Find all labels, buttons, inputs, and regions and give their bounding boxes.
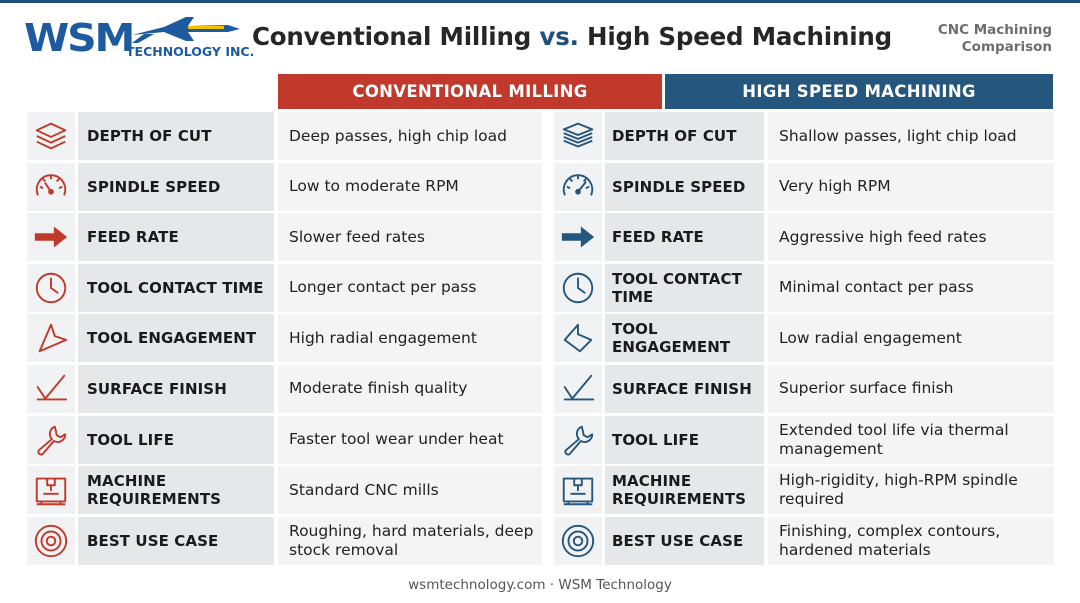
hsm-value: High-rigidity, high-RPM spindle required <box>768 466 1054 515</box>
conventional-value: Standard CNC mills <box>278 466 542 515</box>
arrow-right-icon <box>27 213 75 262</box>
row-label: TOOL CONTACT TIME <box>605 263 764 312</box>
row-label: TOOL LIFE <box>605 415 764 464</box>
table-row: FEED RATE Slower feed rates FEED RATE Ag… <box>27 213 1054 262</box>
speedometer-icon <box>554 162 602 211</box>
table-row: SPINDLE SPEED Low to moderate RPM SPINDL… <box>27 162 1054 211</box>
target-icon <box>554 516 602 565</box>
wrench-icon <box>554 415 602 464</box>
machine-icon <box>27 466 75 515</box>
hsm-value: Very high RPM <box>768 162 1054 211</box>
subtitle-line-1: CNC Machining <box>937 22 1052 38</box>
row-label: FEED RATE <box>78 213 274 262</box>
target-icon <box>27 516 75 565</box>
wrench-icon <box>27 415 75 464</box>
row-label: SURFACE FINISH <box>605 364 764 413</box>
row-label: FEED RATE <box>605 213 764 262</box>
layers-icon <box>27 112 75 160</box>
surface-finish-icon <box>554 364 602 413</box>
conventional-value: Longer contact per pass <box>278 263 542 312</box>
table-row: TOOL CONTACT TIME Longer contact per pas… <box>27 263 1054 312</box>
conventional-value: Moderate finish quality <box>278 364 542 413</box>
title-part-2: High Speed Machining <box>578 22 893 51</box>
footer-text[interactable]: wsmtechnology.com · WSM Technology <box>408 577 672 593</box>
row-label: BEST USE CASE <box>605 516 764 565</box>
table-row: DEPTH OF CUT Deep passes, high chip load… <box>27 112 1054 160</box>
row-label: BEST USE CASE <box>78 516 274 565</box>
conventional-value: Low to moderate RPM <box>278 162 542 211</box>
row-label: MACHINE REQUIREMENTS <box>605 466 764 515</box>
arrow-right-icon <box>554 213 602 262</box>
conventional-column-header: CONVENTIONAL MILLING <box>278 74 662 109</box>
row-label: TOOL CONTACT TIME <box>78 263 274 312</box>
row-label: DEPTH OF CUT <box>605 112 764 160</box>
clock-icon <box>554 263 602 312</box>
row-label: SPINDLE SPEED <box>78 162 274 211</box>
hsm-value: Minimal contact per pass <box>768 263 1054 312</box>
machine-icon <box>554 466 602 515</box>
row-label: TOOL LIFE <box>78 415 274 464</box>
conventional-value: Roughing, hard materials, deep stock rem… <box>278 516 542 565</box>
hsm-value: Superior surface finish <box>768 364 1054 413</box>
row-label: TOOL ENGAGEMENT <box>78 314 274 363</box>
speedometer-icon <box>27 162 75 211</box>
surface-finish-icon <box>27 364 75 413</box>
table-row: TOOL ENGAGEMENT High radial engagement T… <box>27 314 1054 363</box>
conventional-value: High radial engagement <box>278 314 542 363</box>
hsm-value: Shallow passes, light chip load <box>768 112 1054 160</box>
row-label: SURFACE FINISH <box>78 364 274 413</box>
hsm-value: Low radial engagement <box>768 314 1054 363</box>
title-part-1: Conventional Milling <box>252 22 540 51</box>
row-label: DEPTH OF CUT <box>78 112 274 160</box>
row-label: SPINDLE SPEED <box>605 162 764 211</box>
engagement-angle-icon <box>27 314 75 363</box>
logo-wordmark: WSM <box>24 16 135 60</box>
hsm-value: Extended tool life via thermal managemen… <box>768 415 1054 464</box>
hsm-value: Finishing, complex contours, hardened ma… <box>768 516 1054 565</box>
conventional-value: Slower feed rates <box>278 213 542 262</box>
table-row: MACHINE REQUIREMENTS Standard CNC mills … <box>27 466 1054 515</box>
table-row: BEST USE CASE Roughing, hard materials, … <box>27 516 1054 565</box>
layers-icon <box>554 112 602 160</box>
company-logo[interactable]: WSM TECHNOLOGY INC. <box>24 13 254 67</box>
table-row: SURFACE FINISH Moderate finish quality S… <box>27 364 1054 413</box>
row-label: TOOL ENGAGEMENT <box>605 314 764 363</box>
comparison-table: DEPTH OF CUT Deep passes, high chip load… <box>27 112 1054 567</box>
row-label: MACHINE REQUIREMENTS <box>78 466 274 515</box>
logo-subtext: TECHNOLOGY INC. <box>126 44 255 59</box>
conventional-value: Deep passes, high chip load <box>278 112 542 160</box>
engagement-angle-icon <box>554 314 602 363</box>
jet-icon <box>132 17 240 43</box>
page-title: Conventional Milling vs. High Speed Mach… <box>252 22 892 51</box>
table-row: TOOL LIFE Faster tool wear under heat TO… <box>27 415 1054 464</box>
clock-icon <box>27 263 75 312</box>
hsm-column-header: HIGH SPEED MACHINING <box>665 74 1053 109</box>
conventional-value: Faster tool wear under heat <box>278 415 542 464</box>
top-accent-bar <box>0 0 1080 3</box>
page-subtitle: CNC Machining Comparison <box>938 22 1052 56</box>
hsm-value: Aggressive high feed rates <box>768 213 1054 262</box>
title-vs: vs. <box>539 22 579 51</box>
subtitle-line-2: Comparison <box>961 39 1052 55</box>
